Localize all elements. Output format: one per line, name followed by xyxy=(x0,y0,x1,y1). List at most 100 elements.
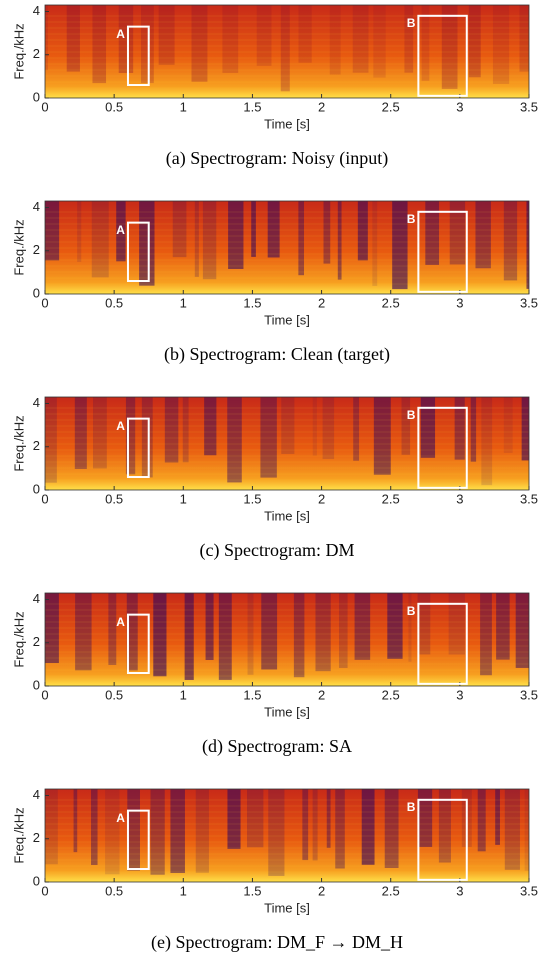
x-tick-label: 0.5 xyxy=(105,883,123,898)
x-tick-label: 0.5 xyxy=(105,491,123,506)
spectrogram-texture xyxy=(387,593,403,659)
spectrogram-texture xyxy=(191,5,208,82)
spectrogram-texture xyxy=(127,789,140,871)
spectrogram-texture xyxy=(45,593,59,664)
x-tick-label: 1 xyxy=(180,99,187,114)
spectrogram-texture xyxy=(454,397,465,460)
spectrogram-texture xyxy=(298,201,305,276)
spectrogram-texture xyxy=(470,397,477,462)
spectrogram-texture xyxy=(481,397,493,486)
caption: (e) Spectrogram: DM_F → DM_H xyxy=(151,932,403,953)
spectrogram-texture xyxy=(45,397,57,483)
spectrogram-texture xyxy=(45,201,60,261)
spectrogram-texture xyxy=(260,397,277,478)
annotation-box xyxy=(126,25,150,87)
caption: (a) Spectrogram: Noisy (input) xyxy=(166,148,388,169)
x-tick-label: 0 xyxy=(41,99,48,114)
x-tick-label: 0.5 xyxy=(105,295,123,310)
annotation-box xyxy=(126,613,150,675)
x-tick-label: 3.5 xyxy=(520,491,538,506)
annotation-box xyxy=(417,14,468,97)
spectrogram-image xyxy=(45,397,529,490)
spectrogram-texture xyxy=(323,201,331,264)
spectrogram-texture xyxy=(404,5,414,73)
spectrogram-texture xyxy=(354,593,371,660)
x-tick-label: 2.5 xyxy=(382,687,400,702)
spectrogram-texture xyxy=(170,789,185,873)
spectrogram-texture xyxy=(293,593,305,678)
x-tick-label: 3 xyxy=(456,491,463,506)
spectrogram-texture xyxy=(74,397,87,469)
spectrogram-texture xyxy=(256,5,272,66)
plot-frame xyxy=(44,396,530,491)
x-tick-label: 3 xyxy=(456,99,463,114)
spectrogram-texture xyxy=(141,5,154,84)
spectrogram-texture xyxy=(227,789,241,849)
plot-frame xyxy=(44,788,530,883)
annotation-box xyxy=(126,809,150,871)
y-axis-label: Freq./kHz xyxy=(11,807,26,863)
x-axis-label: Time [s] xyxy=(264,704,310,719)
x-tick-label: 2 xyxy=(318,687,325,702)
y-tick-label: 4 xyxy=(33,787,40,802)
spectrogram-texture xyxy=(91,201,109,278)
spectrogram-texture xyxy=(503,201,518,281)
y-tick-label: 0 xyxy=(33,677,40,692)
spectrogram-texture xyxy=(337,201,342,280)
spectrogram-texture xyxy=(105,789,120,875)
spectrogram-texture xyxy=(392,201,408,290)
y-tick-label: 2 xyxy=(33,46,40,61)
x-tick-label: 2.5 xyxy=(382,883,400,898)
spectrogram-texture xyxy=(280,5,290,92)
y-tick-label: 2 xyxy=(33,634,40,649)
spectrogram-texture xyxy=(515,593,529,668)
annotation-box xyxy=(126,417,150,479)
spectrogram-texture xyxy=(315,593,331,672)
spectrogram-texture xyxy=(504,789,520,870)
x-tick-label: 2 xyxy=(318,295,325,310)
spectrogram-texture xyxy=(118,5,134,73)
annotation-label: A xyxy=(116,419,125,433)
annotation-box xyxy=(417,602,468,685)
x-tick-label: 3.5 xyxy=(520,883,538,898)
spectrogram-texture xyxy=(524,789,529,871)
spectrogram-texture xyxy=(45,5,49,71)
spectrogram-texture xyxy=(326,789,331,848)
x-axis-label: Time [s] xyxy=(264,508,310,523)
x-tick-label: 0 xyxy=(41,687,48,702)
y-tick-label: 4 xyxy=(33,395,40,410)
spectrogram-texture xyxy=(384,789,399,868)
x-tick-label: 1 xyxy=(180,883,187,898)
spectrogram-texture xyxy=(267,201,280,258)
x-tick-label: 3 xyxy=(456,687,463,702)
x-tick-label: 0.5 xyxy=(105,99,123,114)
spectrogram-texture xyxy=(92,5,107,84)
annotation-label: B xyxy=(407,16,416,30)
annotation-label: A xyxy=(116,615,125,629)
y-axis-label: Freq./kHz xyxy=(11,611,26,667)
y-tick-label: 2 xyxy=(33,830,40,845)
x-tick-label: 1.5 xyxy=(243,99,261,114)
spectrogram-texture xyxy=(335,789,345,869)
annotation-label: A xyxy=(116,811,125,825)
y-tick-label: 0 xyxy=(33,481,40,496)
spectrogram-texture xyxy=(91,789,98,865)
x-tick-label: 0 xyxy=(41,883,48,898)
y-axis-label: Freq./kHz xyxy=(11,23,26,79)
spectrogram-texture xyxy=(496,593,510,660)
annotation-label: B xyxy=(407,212,416,226)
x-tick-label: 3.5 xyxy=(520,99,538,114)
spectrogram-texture xyxy=(495,789,500,845)
x-tick-label: 3 xyxy=(456,883,463,898)
x-tick-label: 1.5 xyxy=(243,491,261,506)
spectrogram-texture xyxy=(172,201,187,258)
x-tick-label: 3.5 xyxy=(520,687,538,702)
spectrogram-texture xyxy=(492,5,510,84)
spectrogram-texture xyxy=(77,201,82,262)
spectrogram-texture xyxy=(153,593,167,677)
spectrogram-texture xyxy=(322,397,335,460)
y-axis-label: Freq./kHz xyxy=(11,219,26,275)
spectrogram-texture xyxy=(448,593,465,655)
spectrogram-texture xyxy=(521,397,529,461)
